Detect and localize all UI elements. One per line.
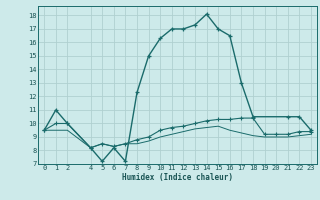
X-axis label: Humidex (Indice chaleur): Humidex (Indice chaleur) [122, 173, 233, 182]
